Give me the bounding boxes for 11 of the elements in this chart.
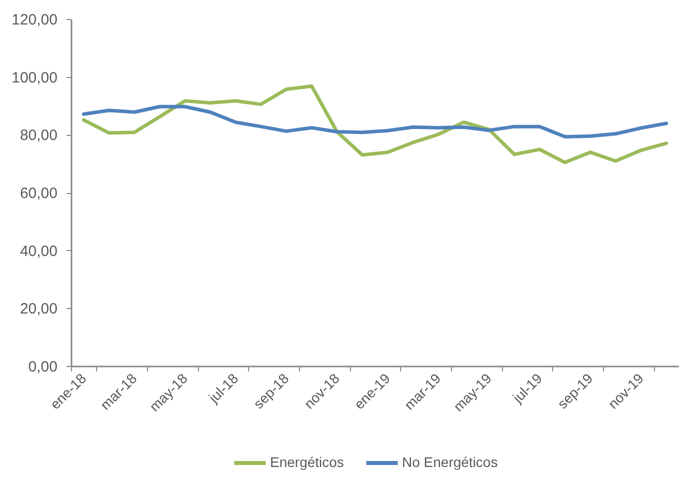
- legend-label: Energéticos: [270, 454, 344, 470]
- legend-label: No Energéticos: [402, 454, 498, 470]
- y-tick-label: 60,00: [20, 185, 58, 202]
- line-series: [82, 104, 668, 138]
- y-tick-label: 0,00: [28, 358, 58, 376]
- y-tick-label: 80,00: [20, 127, 58, 144]
- y-tick-label: 40,00: [20, 242, 58, 260]
- y-tick-label: 120,00: [12, 12, 58, 28]
- y-tick-label: 20,00: [20, 300, 58, 318]
- y-tick-label: 100,00: [12, 69, 58, 86]
- line-series: [82, 84, 668, 164]
